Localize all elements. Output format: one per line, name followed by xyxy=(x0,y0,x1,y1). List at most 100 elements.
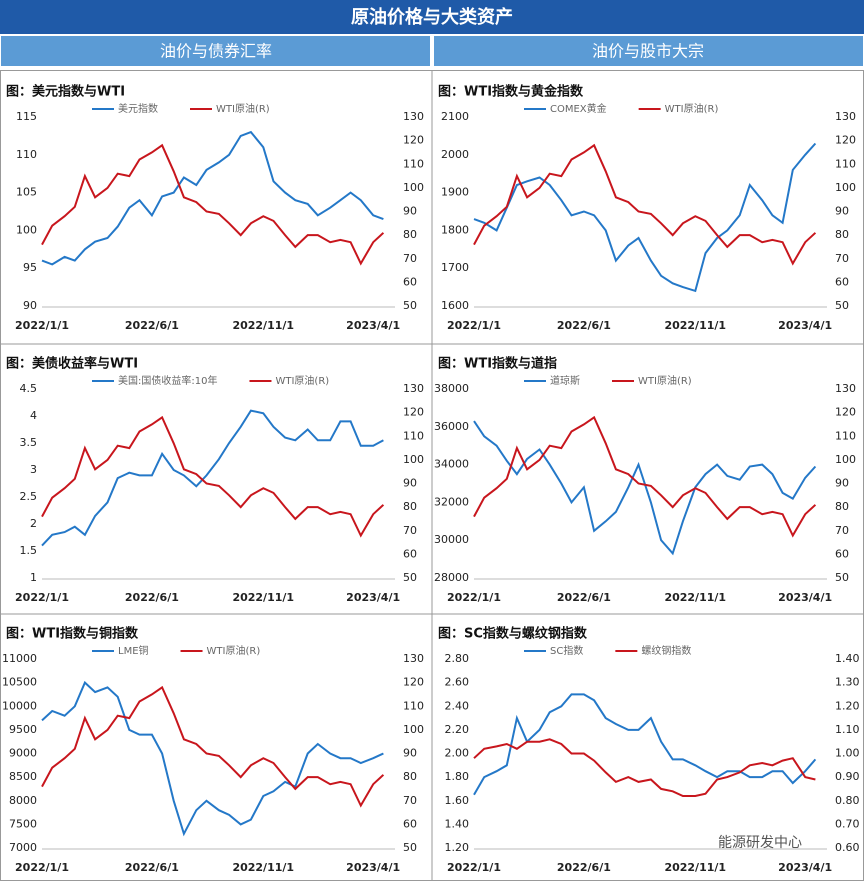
y-tick-label: 32000 xyxy=(434,495,469,508)
y2-tick-label: 80 xyxy=(403,770,417,783)
y2-tick-label: 90 xyxy=(403,205,417,218)
x-tick-label: 2022/1/1 xyxy=(15,319,69,332)
y2-tick-label: 130 xyxy=(403,110,424,123)
x-tick-label: 2022/6/1 xyxy=(125,591,179,604)
series-line xyxy=(41,143,385,266)
x-tick-label: 2022/1/1 xyxy=(15,591,69,604)
y2-tick-label: 0.60 xyxy=(835,841,860,854)
series-line xyxy=(473,142,817,293)
y2-tick-label: 70 xyxy=(403,794,417,807)
legend-label: SC指数 xyxy=(550,644,583,657)
y2-tick-label: 130 xyxy=(403,382,424,395)
y-tick-label: 1 xyxy=(30,571,37,584)
y-tick-label: 4 xyxy=(30,409,37,422)
y2-tick-label: 60 xyxy=(835,547,849,560)
y-tick-label: 2.00 xyxy=(445,747,470,760)
y-tick-label: 115 xyxy=(16,110,37,123)
y2-tick-label: 110 xyxy=(403,429,424,442)
y2-tick-label: 50 xyxy=(403,571,417,584)
y-tick-label: 1.80 xyxy=(445,770,470,783)
y2-tick-label: 100 xyxy=(403,723,424,736)
y-tick-label: 2.5 xyxy=(20,490,38,503)
y2-tick-label: 1.40 xyxy=(835,652,860,665)
chart-title: 图：WTI指数与铜指数 xyxy=(6,626,139,642)
section-title: 油价与债券汇率 xyxy=(160,42,272,61)
section-title: 油价与股市大宗 xyxy=(592,42,704,61)
legend-label: 道琼斯 xyxy=(550,374,580,387)
y2-tick-label: 100 xyxy=(835,453,856,466)
series-line xyxy=(41,685,385,808)
x-tick-label: 2022/11/1 xyxy=(232,319,294,332)
y-tick-label: 1.40 xyxy=(445,817,470,830)
x-tick-label: 2022/6/1 xyxy=(125,319,179,332)
y-tick-label: 28000 xyxy=(434,571,469,584)
chart-title: 图：WTI指数与黄金指数 xyxy=(438,84,584,100)
y2-tick-label: 110 xyxy=(403,157,424,170)
y-tick-label: 1.60 xyxy=(445,794,470,807)
y-tick-label: 36000 xyxy=(434,420,469,433)
y-tick-label: 8500 xyxy=(9,770,37,783)
x-tick-label: 2022/6/1 xyxy=(557,861,611,874)
y2-tick-label: 110 xyxy=(835,429,856,442)
y2-tick-label: 1.00 xyxy=(835,747,860,760)
y2-tick-label: 90 xyxy=(835,477,849,490)
x-tick-label: 2022/1/1 xyxy=(447,591,501,604)
section-bar xyxy=(1,36,430,66)
y2-tick-label: 60 xyxy=(835,275,849,288)
legend-label: WTI原油(R) xyxy=(665,102,719,115)
legend-label: WTI原油(R) xyxy=(207,644,261,657)
legend-label: 美国:国债收益率:10年 xyxy=(118,374,217,387)
y-tick-label: 10000 xyxy=(2,699,37,712)
series-line xyxy=(473,143,817,266)
chart-title: 图：美元指数与WTI xyxy=(6,84,125,100)
y-tick-label: 100 xyxy=(16,223,37,236)
y2-tick-label: 80 xyxy=(835,228,849,241)
series-line xyxy=(41,130,384,266)
y2-tick-label: 1.30 xyxy=(835,676,860,689)
x-tick-label: 2022/11/1 xyxy=(664,591,726,604)
x-tick-label: 2023/4/1 xyxy=(778,319,832,332)
y2-tick-label: 80 xyxy=(835,500,849,513)
y-tick-label: 2.40 xyxy=(445,699,470,712)
y2-tick-label: 80 xyxy=(403,228,417,241)
header-title: 原油价格与大类资产 xyxy=(351,6,513,28)
section-bar xyxy=(434,36,863,66)
legend-label: COMEX黄金 xyxy=(550,102,607,115)
chart-title: 图：美债收益率与WTI xyxy=(6,356,138,372)
y2-tick-label: 70 xyxy=(835,252,849,265)
x-tick-label: 2022/11/1 xyxy=(232,861,294,874)
y-tick-label: 2000 xyxy=(441,148,469,161)
x-tick-label: 2022/1/1 xyxy=(15,861,69,874)
y2-tick-label: 120 xyxy=(403,406,424,419)
y2-tick-label: 90 xyxy=(835,205,849,218)
y-tick-label: 2 xyxy=(30,517,37,530)
y-tick-label: 3.5 xyxy=(20,436,38,449)
y2-tick-label: 120 xyxy=(835,406,856,419)
y-tick-label: 7000 xyxy=(9,841,37,854)
y-tick-label: 1900 xyxy=(441,186,469,199)
y-tick-label: 95 xyxy=(23,261,37,274)
y2-tick-label: 130 xyxy=(835,382,856,395)
series-line xyxy=(473,415,817,538)
series-line xyxy=(41,415,385,538)
y2-tick-label: 70 xyxy=(403,252,417,265)
y2-tick-label: 110 xyxy=(403,699,424,712)
y-tick-label: 1700 xyxy=(441,261,469,274)
y2-tick-label: 120 xyxy=(403,676,424,689)
y-tick-label: 9000 xyxy=(9,747,37,760)
series-line xyxy=(473,693,817,796)
x-tick-label: 2022/11/1 xyxy=(232,591,294,604)
x-tick-label: 2022/1/1 xyxy=(447,861,501,874)
x-tick-label: 2022/11/1 xyxy=(664,861,726,874)
x-tick-label: 2022/11/1 xyxy=(664,319,726,332)
y2-tick-label: 90 xyxy=(403,477,417,490)
x-tick-label: 2023/4/1 xyxy=(346,319,400,332)
y-tick-label: 11000 xyxy=(2,652,37,665)
y-tick-label: 105 xyxy=(16,186,37,199)
y2-tick-label: 60 xyxy=(403,817,417,830)
legend-label: 美元指数 xyxy=(118,102,158,115)
legend-label: 螺纹钢指数 xyxy=(641,644,691,657)
y-tick-label: 9500 xyxy=(9,723,37,736)
y2-tick-label: 0.70 xyxy=(835,817,860,830)
y2-tick-label: 80 xyxy=(403,500,417,513)
